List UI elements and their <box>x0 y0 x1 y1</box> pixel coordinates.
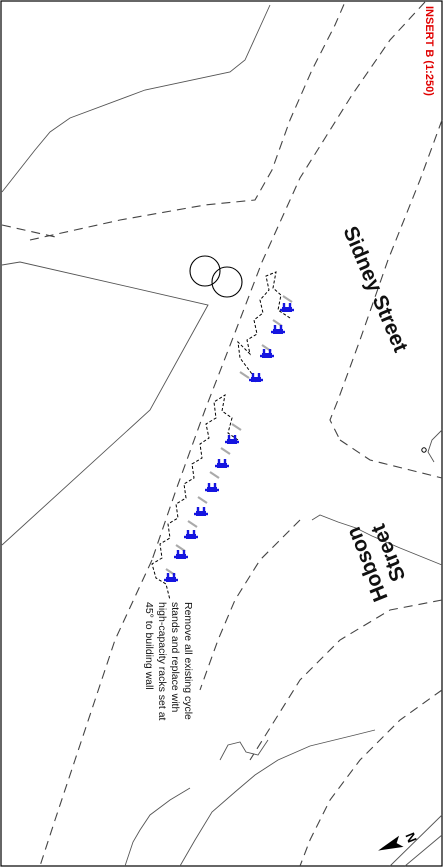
kerb-hobson-north <box>339 439 443 479</box>
kerb-footway-edge <box>1 224 61 239</box>
rack-11 <box>164 573 178 582</box>
existing-stand-4 <box>239 371 250 379</box>
rack-4 <box>249 373 263 382</box>
building-outline-lower <box>311 514 443 566</box>
building-outline-bottom-right <box>389 814 443 867</box>
rack-5 <box>225 435 239 444</box>
rack-6 <box>215 459 229 468</box>
insert-label: INSERT B (1:250) <box>423 6 435 96</box>
building-outline-top <box>1 4 271 193</box>
existing-stand-7 <box>209 471 220 479</box>
trees <box>189 255 243 298</box>
design-note: Remove all existing cycle stands and rep… <box>143 602 194 721</box>
existing-stand-9 <box>187 520 198 528</box>
rack-bay-lower <box>151 393 239 601</box>
cycle-rack-bays <box>151 271 291 601</box>
north-arrow: N <box>378 830 420 851</box>
rack-1 <box>280 303 294 312</box>
rack-7 <box>205 483 219 492</box>
existing-cycle-stands <box>165 295 293 576</box>
street-name-sidney: Sidney Street <box>338 223 412 356</box>
rack-3 <box>260 349 274 358</box>
note-line-1: Remove all existing cycle <box>182 602 194 720</box>
existing-stand-8 <box>197 496 208 504</box>
tree-circle-1 <box>189 255 221 287</box>
street-name-hobson: Hobson Street <box>342 521 410 605</box>
rack-10 <box>174 550 188 559</box>
note-line-2: stands and replace with <box>169 602 181 712</box>
kerb-lower-right <box>299 689 443 867</box>
building-outline-middle <box>1 261 209 546</box>
building-outline-bottom-corner <box>124 787 191 867</box>
north-arrow-label: N <box>402 830 419 844</box>
building-outline-corner-right <box>427 429 443 463</box>
new-cycle-racks <box>164 303 294 582</box>
note-line-4: 45° to building wall <box>143 602 155 690</box>
kerb-hobson-south-2 <box>249 599 443 761</box>
building-outline-bottom-left <box>179 729 376 867</box>
rack-9 <box>184 530 198 539</box>
existing-stand-6 <box>220 447 231 455</box>
rack-8 <box>194 507 208 516</box>
tree-circle-2 <box>211 266 243 298</box>
existing-stand-5 <box>231 423 242 431</box>
kerb-west-sidney <box>29 1 346 241</box>
rack-bay-upper <box>237 271 291 383</box>
existing-stand-1 <box>282 295 293 303</box>
rack-2 <box>271 325 285 334</box>
building-outlines <box>1 4 443 867</box>
note-line-3: high-capacity racks set at <box>156 602 168 721</box>
building-outline-bottom-right-2 <box>404 834 443 867</box>
kerb-west-lower <box>39 559 153 867</box>
building-outline-bottom-step <box>219 739 269 761</box>
kerb-hobson-south <box>199 519 301 691</box>
north-arrow-icon <box>378 835 404 851</box>
kerb-east-sidney <box>151 1 426 561</box>
kerb-sidney-east-side <box>329 119 443 441</box>
survey-point-marker <box>421 447 427 453</box>
